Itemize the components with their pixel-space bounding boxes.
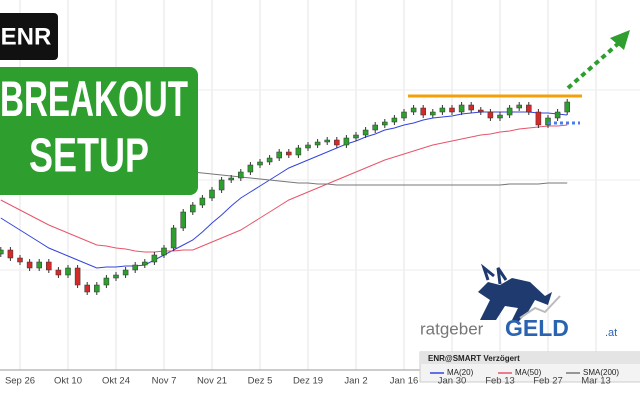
x-tick-label: Jan 2 <box>344 376 367 387</box>
candle-body <box>334 139 340 146</box>
legend-header <box>420 352 640 364</box>
headline-2: SETUP <box>29 130 149 183</box>
candle-body <box>142 261 148 266</box>
bull-horns <box>480 263 508 285</box>
candle-body <box>36 261 42 269</box>
candle-body <box>46 261 52 271</box>
candle-body <box>295 147 302 156</box>
x-tick-label: Feb 13 <box>485 376 515 387</box>
candle-body <box>324 139 330 143</box>
candle-body <box>122 269 129 276</box>
candle-body <box>526 104 532 113</box>
logo-trend <box>519 295 561 319</box>
candle-body <box>209 189 215 199</box>
candle-body <box>17 257 23 263</box>
candle-body <box>103 277 110 286</box>
candle-body <box>382 121 388 126</box>
candle-body <box>276 151 282 159</box>
x-tick-label: Okt 24 <box>102 376 130 387</box>
candle-body <box>266 157 273 163</box>
logo-part-1: ratgeber <box>420 319 484 338</box>
candle-body <box>113 274 119 279</box>
candle-body <box>74 267 81 286</box>
line-series <box>0 124 568 253</box>
candle-body <box>535 111 542 126</box>
bull-icon <box>478 278 552 322</box>
candle-body <box>286 151 292 156</box>
candle-body <box>238 171 244 179</box>
x-tick-label: Dez 5 <box>248 376 273 387</box>
logo-part-2: GELD <box>505 315 569 341</box>
candle-body <box>391 117 398 123</box>
candle-body <box>478 109 484 113</box>
x-tick-label: Nov 7 <box>152 376 177 387</box>
headline-1: BREAKOUT <box>0 71 188 127</box>
candle-body <box>170 227 177 249</box>
x-tick-label: Jan 30 <box>438 376 467 387</box>
logo-part-3: .at <box>605 327 617 339</box>
ticker: ENR <box>1 23 52 50</box>
candle-body <box>84 284 90 293</box>
ticker-box <box>0 13 58 60</box>
candle-body <box>247 164 254 173</box>
legend-title: ENR@SMART Verzögert <box>428 354 520 363</box>
candle-body <box>151 254 158 263</box>
candle-body <box>94 284 100 293</box>
candle-body <box>362 129 369 136</box>
legend-label: MA(20) <box>447 368 474 377</box>
candle-body <box>55 269 62 276</box>
logo: ratgeber GELD .at <box>420 263 617 341</box>
headline-box <box>0 67 198 195</box>
x-tick-label: Sep 26 <box>5 376 35 387</box>
candle-body <box>305 144 311 149</box>
x-tick-label: Mar 13 <box>581 376 611 387</box>
candle-body <box>199 197 206 206</box>
candle-body <box>487 111 494 119</box>
candle-body <box>420 107 426 116</box>
candle-body <box>554 111 561 119</box>
x-tick-label: Okt 10 <box>54 376 82 387</box>
candle-body <box>190 204 196 213</box>
candle-body <box>132 264 138 271</box>
candle-body <box>7 249 14 259</box>
candle-body <box>430 111 436 116</box>
candle-body <box>257 161 263 166</box>
candle-body <box>314 141 321 146</box>
breakout-arrow <box>566 40 622 90</box>
candle-body <box>449 107 455 113</box>
candle-body <box>564 101 570 113</box>
candle-body <box>516 104 522 109</box>
candle-body <box>410 107 417 113</box>
candle-body <box>228 177 234 181</box>
candle-body <box>343 137 350 146</box>
candle-body <box>468 104 474 111</box>
legend-label: SMA(200) <box>583 368 619 377</box>
x-tick-label: Nov 21 <box>197 376 227 387</box>
x-tick-label: Dez 19 <box>293 376 323 387</box>
candle-body <box>497 114 503 119</box>
candle-body <box>439 107 446 113</box>
candle-body <box>26 261 33 269</box>
x-tick-label: Jan 16 <box>390 376 419 387</box>
candle-body <box>218 179 225 191</box>
candle-body <box>458 104 465 113</box>
candle-body <box>65 267 71 276</box>
candle-body <box>161 247 167 256</box>
arrow-head <box>610 30 630 50</box>
candle-body <box>180 211 186 229</box>
line-series <box>0 111 568 269</box>
legend-label: MA(50) <box>515 368 542 377</box>
legend: ENR@SMART Verzögert MA(20) MA(50) SMA(200) <box>419 351 640 383</box>
candle-body <box>353 134 359 139</box>
candle-body <box>372 124 378 131</box>
candle-body <box>401 111 407 119</box>
candle-body <box>0 249 4 255</box>
candle-body <box>506 107 513 116</box>
x-tick-label: Feb 27 <box>533 376 563 387</box>
